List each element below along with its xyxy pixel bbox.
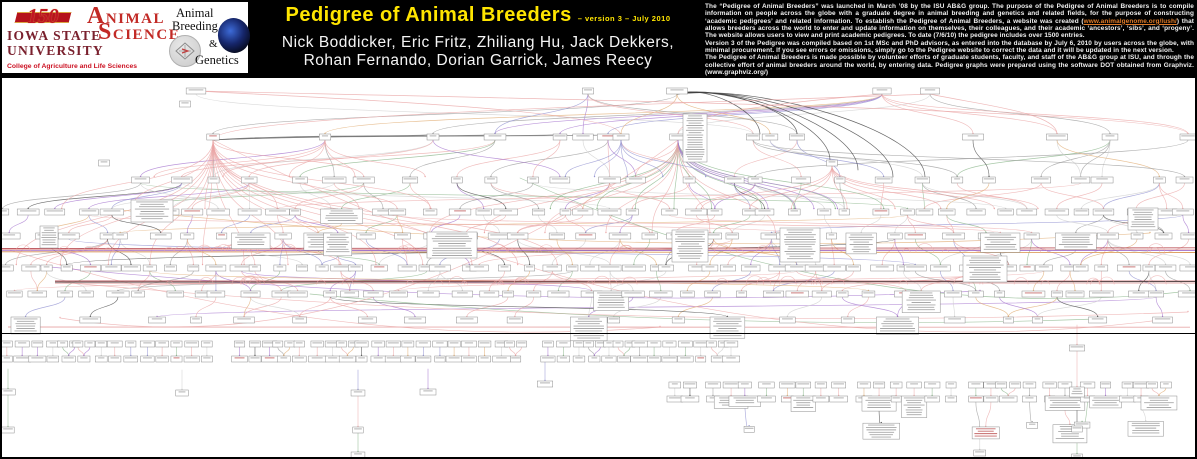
authors-line1: Nick Boddicker, Eric Fritz, Zhiliang Hu,… bbox=[281, 34, 675, 51]
isu-wordmark-line2: UNIVERSITY bbox=[7, 43, 104, 58]
about-paragraph-3: The Pedigree of Animal Breeders is made … bbox=[705, 54, 1194, 77]
abg-cell-image bbox=[214, 15, 254, 56]
isu-150-number: 150 bbox=[27, 4, 59, 28]
authors-line2: Rohan Fernando, Dorian Garrick, James Re… bbox=[303, 51, 653, 69]
authors: Nick Boddicker, Eric Fritz, Zhiliang Hu,… bbox=[250, 34, 706, 69]
about-text: The “Pedigree of Animal Breeders” was la… bbox=[705, 3, 1194, 76]
abg-logo: Animal Breeding & Genetics bbox=[168, 2, 254, 73]
animal-science-logo: ANIMAL SCIENCE bbox=[87, 3, 181, 45]
abg-diagram-icon bbox=[169, 35, 201, 67]
about-paragraph-2: Version 3 of the Pedigree was compiled b… bbox=[705, 39, 1194, 55]
about-paragraph-1: The “Pedigree of Animal Breeders” was la… bbox=[705, 3, 1194, 40]
isu-150-emblem: 150 bbox=[14, 3, 72, 29]
isu-college-tagline: College of Agriculture and Life Sciences bbox=[7, 63, 138, 70]
header: 150 IOWA STATE UNIVERSITY College of Agr… bbox=[0, 0, 1197, 78]
page-title: Pedigree of Animal Breeders – version 3 –… bbox=[285, 4, 671, 26]
about-link[interactable]: www.animalgenome.org/lush/ bbox=[1083, 17, 1177, 25]
isu-wordmark-line1: IOWA STATE bbox=[7, 28, 102, 43]
version-label: – version 3 – July 2010 bbox=[577, 14, 671, 23]
logo-panel: 150 IOWA STATE UNIVERSITY College of Agr… bbox=[2, 2, 254, 73]
title-block: Pedigree of Animal Breeders – version 3 –… bbox=[250, 3, 706, 69]
